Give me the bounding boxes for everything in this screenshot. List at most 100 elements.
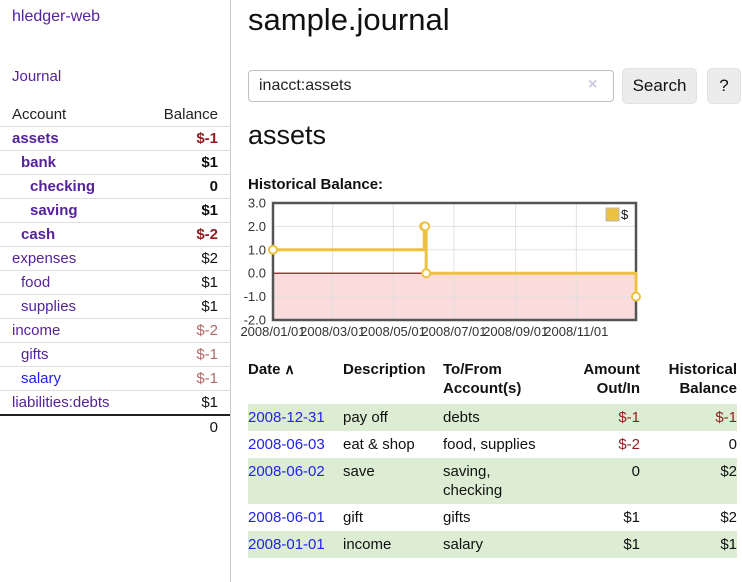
sidebar-account-link-checking[interactable]: checking — [30, 178, 96, 195]
register-row: 2008-06-03 eat & shop food, supplies $-2 0 — [248, 431, 737, 458]
legend-swatch — [605, 207, 620, 222]
sidebar-account-link-bank[interactable]: bank — [21, 154, 57, 171]
x-axis-tick-label: 2008/01/01 — [240, 324, 305, 339]
account-balance-value: $2 — [201, 250, 218, 267]
balance-column-header: Balance — [163, 106, 218, 123]
help-button[interactable]: ? — [707, 68, 741, 104]
sidebar: hledger-web Journal Account Balance asse… — [0, 0, 231, 582]
transaction-date-link[interactable]: 2008-01-01 — [248, 536, 325, 553]
tofrom-header-line1: To/From — [443, 361, 502, 378]
account-balance-value: $-1 — [196, 130, 218, 147]
register-row: 2008-01-01 income salary $1 $1 — [248, 531, 737, 558]
sidebar-account-row: liabilities:debts $1 — [0, 390, 230, 414]
account-balance-value: $1 — [201, 394, 218, 411]
tofrom-header-line2: Account(s) — [443, 380, 522, 397]
transaction-balance: $-1 — [715, 409, 737, 426]
account-balance-value: $-1 — [196, 370, 218, 387]
sidebar-account-link-salary[interactable]: salary — [21, 370, 62, 387]
y-axis-tick-label: 1.0 — [248, 242, 266, 257]
y-axis-tick-label: 2.0 — [248, 219, 266, 234]
transaction-accounts: salary — [443, 536, 484, 553]
transaction-balance: $2 — [720, 509, 737, 526]
x-axis-tick-label: 2008/05/01 — [361, 324, 426, 339]
account-balance-value: $-2 — [196, 322, 218, 339]
sidebar-item-journal[interactable]: Journal — [12, 68, 62, 85]
sidebar-account-row: saving $1 — [0, 198, 230, 222]
register-table: Date ∧ Description To/From Account(s) Amo… — [248, 360, 737, 558]
sidebar-account-row: income $-2 — [0, 318, 230, 342]
amount-header-line2: Out/In — [596, 380, 640, 397]
account-balance-value: $1 — [201, 154, 218, 171]
sidebar-account-row: gifts $-1 — [0, 342, 230, 366]
account-table-header: Account Balance — [0, 103, 230, 126]
transaction-date-link[interactable]: 2008-06-03 — [248, 436, 325, 453]
plot-border — [271, 201, 638, 322]
chart-title: Historical Balance: — [248, 176, 384, 193]
y-axis-tick-label: -1.0 — [244, 289, 266, 304]
transaction-description: gift — [343, 509, 364, 526]
date-column-header[interactable]: Date ∧ — [248, 360, 343, 404]
register-header-row: Date ∧ Description To/From Account(s) Amo… — [248, 360, 737, 404]
transaction-date-link[interactable]: 2008-06-02 — [248, 463, 325, 480]
transaction-balance: $2 — [720, 463, 737, 480]
sidebar-account-link-food[interactable]: food — [21, 274, 51, 291]
sidebar-account-row: salary $-1 — [0, 366, 230, 390]
data-point-marker — [421, 268, 432, 279]
register-row: 2008-06-02 save saving, checking 0 $2 — [248, 458, 737, 504]
description-column-header: Description — [343, 361, 426, 378]
transaction-description: save — [343, 463, 375, 480]
balance-header-line2: Balance — [679, 380, 737, 397]
account-total-row: 0 — [0, 414, 230, 439]
amount-column-header: Amount Out/In — [561, 360, 640, 404]
sidebar-account-link-saving[interactable]: saving — [30, 202, 78, 219]
app-brand-link[interactable]: hledger-web — [12, 8, 101, 25]
account-balance-value: $1 — [201, 298, 218, 315]
clear-search-icon[interactable]: × — [588, 76, 598, 93]
x-axis-tick-label: 2008/03/01 — [300, 324, 365, 339]
sidebar-account-link-income[interactable]: income — [12, 322, 61, 339]
data-point-marker — [420, 221, 431, 232]
transaction-accounts: gifts — [443, 509, 471, 526]
account-heading: assets — [248, 120, 327, 150]
transaction-description: pay off — [343, 409, 388, 426]
x-axis-tick-label: 2008/07/01 — [421, 324, 486, 339]
transaction-date-link[interactable]: 2008-12-31 — [248, 409, 325, 426]
sidebar-account-link-gifts[interactable]: gifts — [21, 346, 49, 363]
x-axis-tick-label: 2008/11/01 — [544, 324, 608, 339]
transaction-amount: 0 — [631, 463, 640, 480]
transaction-amount: $-1 — [618, 409, 640, 426]
amount-header-line1: Amount — [583, 361, 640, 378]
search-input[interactable] — [248, 70, 614, 102]
search-button[interactable]: Search — [622, 68, 697, 104]
transaction-balance: 0 — [728, 436, 737, 453]
y-axis-tick-label: 0.0 — [248, 266, 266, 281]
account-balance-value: $-1 — [196, 346, 218, 363]
sidebar-account-link-assets[interactable]: assets — [12, 130, 59, 147]
sidebar-account-link-expenses[interactable]: expenses — [12, 250, 77, 267]
historical-balance-chart: -2.0 -1.0 0.0 1.0 2.0 3.0 2008/01/012008/03/01… — [240, 196, 641, 339]
transaction-amount: $-2 — [618, 436, 640, 453]
account-balance-value: 0 — [209, 178, 218, 195]
transaction-amount: $1 — [623, 536, 640, 553]
total-balance-value: 0 — [209, 419, 218, 436]
page-title: sample.journal — [248, 2, 450, 37]
tofrom-column-header: To/From Account(s) — [443, 360, 561, 404]
transaction-balance: $1 — [720, 536, 737, 553]
transaction-date-link[interactable]: 2008-06-01 — [248, 509, 325, 526]
sidebar-account-row: assets $-1 — [0, 126, 230, 150]
register-row: 2008-06-01 gift gifts $1 $2 — [248, 504, 737, 531]
sidebar-account-link-cash[interactable]: cash — [21, 226, 56, 243]
transaction-description: eat & shop — [343, 436, 415, 453]
sidebar-account-link-liabilities-debts[interactable]: liabilities:debts — [12, 394, 110, 411]
register-row: 2008-12-31 pay off debts $-1 $-1 — [248, 404, 737, 431]
sidebar-account-row: bank $1 — [0, 150, 230, 174]
sidebar-account-row: supplies $1 — [0, 294, 230, 318]
account-rows: assets $-1 bank $1 checking 0 saving $1 cash $-2 e… — [0, 126, 230, 414]
sidebar-account-link-supplies[interactable]: supplies — [21, 298, 77, 315]
y-axis-tick-label: 3.0 — [248, 196, 266, 211]
account-balance-value: $1 — [201, 274, 218, 291]
y-axis-tick-label: -2.0 — [244, 313, 266, 328]
balance-header-line1: Historical — [668, 361, 737, 378]
transaction-accounts: food, supplies — [443, 436, 536, 453]
balance-column-header: Historical Balance — [640, 360, 737, 404]
